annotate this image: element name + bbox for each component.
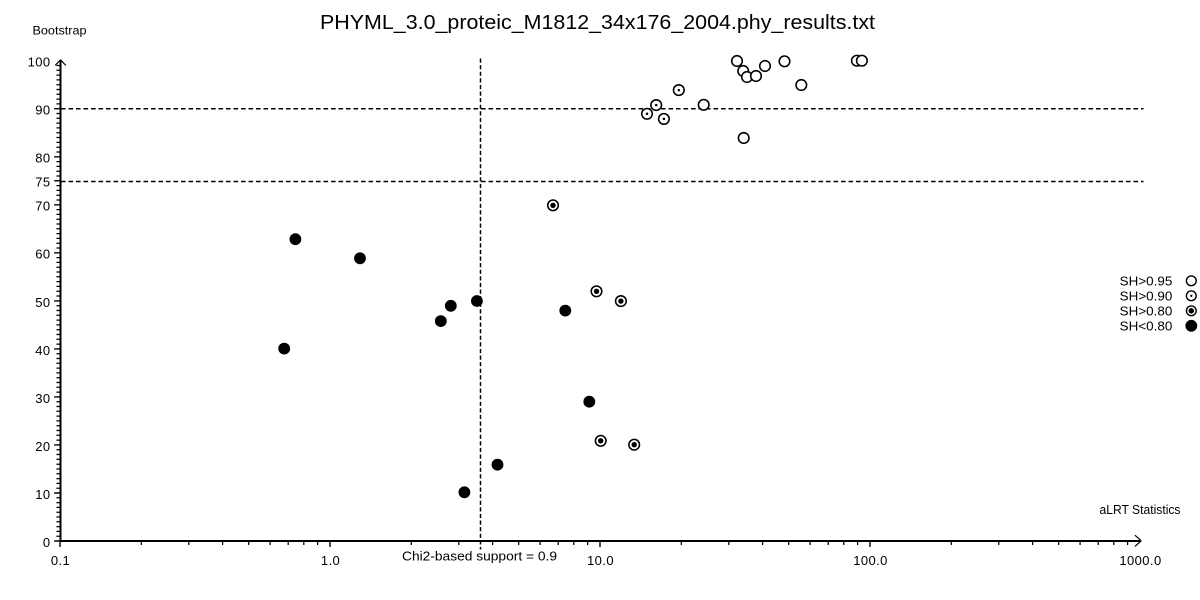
svg-text:Bootstrap: Bootstrap xyxy=(33,24,87,38)
svg-text:SH>0.95: SH>0.95 xyxy=(1120,274,1173,289)
svg-text:60: 60 xyxy=(35,247,50,262)
svg-text:10.0: 10.0 xyxy=(587,553,614,568)
svg-text:0.1: 0.1 xyxy=(51,553,70,568)
svg-text:SH>0.90: SH>0.90 xyxy=(1120,289,1173,304)
svg-text:1.0: 1.0 xyxy=(321,553,340,568)
svg-text:90: 90 xyxy=(35,103,50,118)
svg-text:30: 30 xyxy=(35,391,50,406)
svg-text:100: 100 xyxy=(28,55,51,70)
svg-text:Chi2-based support = 0.9: Chi2-based support = 0.9 xyxy=(402,548,557,563)
svg-text:75: 75 xyxy=(35,175,50,190)
svg-text:1000.0: 1000.0 xyxy=(1119,553,1161,568)
svg-text:0: 0 xyxy=(43,535,51,550)
svg-text:50: 50 xyxy=(35,295,50,310)
svg-text:aLRT Statistics: aLRT Statistics xyxy=(1100,503,1181,517)
svg-text:20: 20 xyxy=(35,439,50,454)
svg-text:70: 70 xyxy=(35,199,50,214)
svg-text:100.0: 100.0 xyxy=(853,553,888,568)
svg-text:40: 40 xyxy=(35,343,50,358)
svg-text:SH<0.80: SH<0.80 xyxy=(1120,319,1173,334)
svg-text:80: 80 xyxy=(35,151,50,166)
svg-text:10: 10 xyxy=(35,487,50,502)
svg-text:SH>0.80: SH>0.80 xyxy=(1120,304,1173,319)
svg-text:PHYML_3.0_proteic_M1812_34x176: PHYML_3.0_proteic_M1812_34x176_2004.phy_… xyxy=(320,11,875,34)
